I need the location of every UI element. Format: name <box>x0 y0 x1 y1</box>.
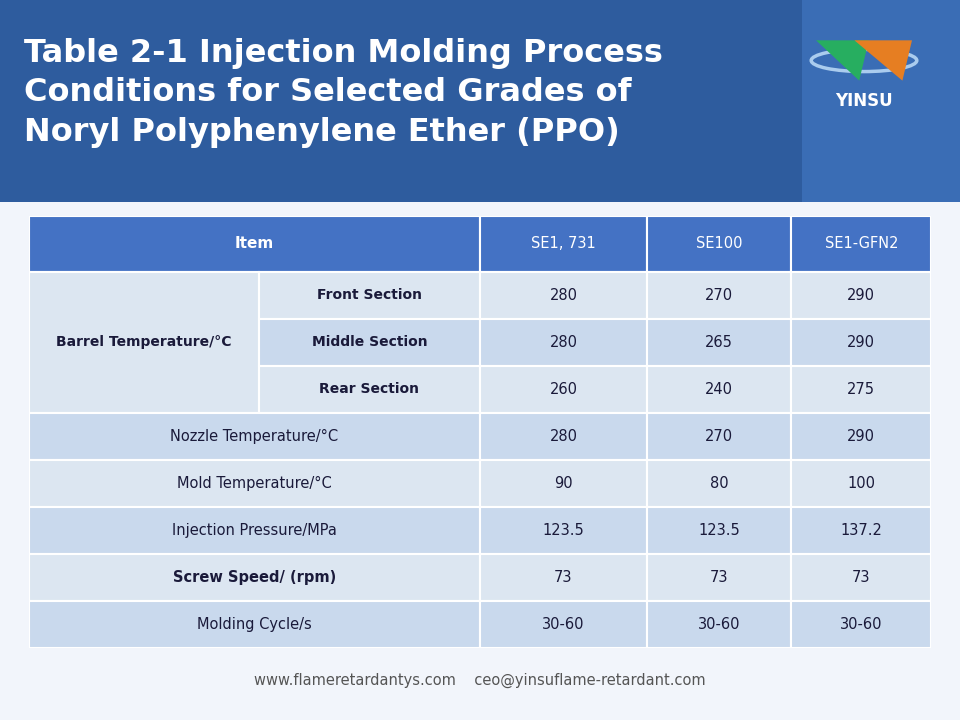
FancyBboxPatch shape <box>802 0 960 202</box>
FancyBboxPatch shape <box>29 216 480 271</box>
FancyBboxPatch shape <box>791 413 931 460</box>
Text: 137.2: 137.2 <box>840 523 882 538</box>
Text: 73: 73 <box>852 570 871 585</box>
FancyBboxPatch shape <box>480 413 647 460</box>
FancyBboxPatch shape <box>480 507 647 554</box>
FancyBboxPatch shape <box>480 318 647 366</box>
Text: Front Section: Front Section <box>317 288 422 302</box>
FancyBboxPatch shape <box>791 507 931 554</box>
FancyBboxPatch shape <box>791 271 931 318</box>
Text: 73: 73 <box>554 570 573 585</box>
FancyBboxPatch shape <box>480 460 647 507</box>
FancyBboxPatch shape <box>29 507 480 554</box>
FancyBboxPatch shape <box>791 554 931 601</box>
FancyBboxPatch shape <box>29 413 480 460</box>
Text: Molding Cycle/s: Molding Cycle/s <box>197 617 312 632</box>
FancyBboxPatch shape <box>29 271 259 413</box>
Text: 275: 275 <box>848 382 876 397</box>
FancyBboxPatch shape <box>0 0 960 202</box>
Text: 270: 270 <box>705 287 733 302</box>
Text: Nozzle Temperature/°C: Nozzle Temperature/°C <box>170 428 339 444</box>
Text: 73: 73 <box>709 570 729 585</box>
Text: YINSU: YINSU <box>263 456 552 537</box>
FancyBboxPatch shape <box>647 554 791 601</box>
Text: Table 2-1 Injection Molding Process
Conditions for Selected Grades of
Noryl Poly: Table 2-1 Injection Molding Process Cond… <box>24 38 662 148</box>
Text: 290: 290 <box>848 287 876 302</box>
Text: 290: 290 <box>848 335 876 350</box>
Text: 123.5: 123.5 <box>542 523 585 538</box>
Text: 100: 100 <box>848 476 876 491</box>
Text: Barrel Temperature/°C: Barrel Temperature/°C <box>56 335 231 349</box>
FancyBboxPatch shape <box>647 507 791 554</box>
Text: SE100: SE100 <box>696 236 742 251</box>
Text: 240: 240 <box>706 382 733 397</box>
FancyBboxPatch shape <box>259 318 480 366</box>
FancyBboxPatch shape <box>791 601 931 648</box>
Text: 30-60: 30-60 <box>840 617 882 632</box>
Polygon shape <box>816 40 869 81</box>
Text: 265: 265 <box>706 335 733 350</box>
FancyBboxPatch shape <box>480 601 647 648</box>
FancyBboxPatch shape <box>480 271 647 318</box>
Text: 80: 80 <box>709 476 729 491</box>
Polygon shape <box>854 40 912 81</box>
Text: 270: 270 <box>705 428 733 444</box>
Text: Injection Pressure/MPa: Injection Pressure/MPa <box>172 523 337 538</box>
FancyBboxPatch shape <box>647 366 791 413</box>
FancyBboxPatch shape <box>791 318 931 366</box>
Text: 90: 90 <box>554 476 573 491</box>
Text: 123.5: 123.5 <box>698 523 740 538</box>
Text: 260: 260 <box>549 382 578 397</box>
FancyBboxPatch shape <box>647 318 791 366</box>
FancyBboxPatch shape <box>480 216 647 271</box>
Text: YINSU: YINSU <box>835 91 893 109</box>
Text: 280: 280 <box>549 287 578 302</box>
FancyBboxPatch shape <box>647 460 791 507</box>
FancyBboxPatch shape <box>480 366 647 413</box>
FancyBboxPatch shape <box>259 366 480 413</box>
FancyBboxPatch shape <box>29 601 480 648</box>
Text: Screw Speed/ (rpm): Screw Speed/ (rpm) <box>173 570 336 585</box>
Text: SE1, 731: SE1, 731 <box>531 236 596 251</box>
Text: Mold Temperature/°C: Mold Temperature/°C <box>177 476 332 491</box>
Text: 280: 280 <box>549 335 578 350</box>
FancyBboxPatch shape <box>647 271 791 318</box>
FancyBboxPatch shape <box>480 554 647 601</box>
Text: SE1-GFN2: SE1-GFN2 <box>825 236 898 251</box>
FancyBboxPatch shape <box>647 601 791 648</box>
FancyBboxPatch shape <box>791 366 931 413</box>
FancyBboxPatch shape <box>29 554 480 601</box>
Text: Item: Item <box>235 236 274 251</box>
Text: 290: 290 <box>848 428 876 444</box>
Text: Middle Section: Middle Section <box>312 335 427 349</box>
FancyBboxPatch shape <box>647 413 791 460</box>
FancyBboxPatch shape <box>29 460 480 507</box>
Text: Rear Section: Rear Section <box>320 382 420 396</box>
Text: 30-60: 30-60 <box>698 617 740 632</box>
Text: 280: 280 <box>549 428 578 444</box>
FancyBboxPatch shape <box>791 216 931 271</box>
FancyBboxPatch shape <box>259 271 480 318</box>
Text: 30-60: 30-60 <box>542 617 585 632</box>
Text: www.flameretardantys.com    ceo@yinsuflame-retardant.com: www.flameretardantys.com ceo@yinsuflame-… <box>254 672 706 688</box>
FancyBboxPatch shape <box>791 460 931 507</box>
FancyBboxPatch shape <box>647 216 791 271</box>
